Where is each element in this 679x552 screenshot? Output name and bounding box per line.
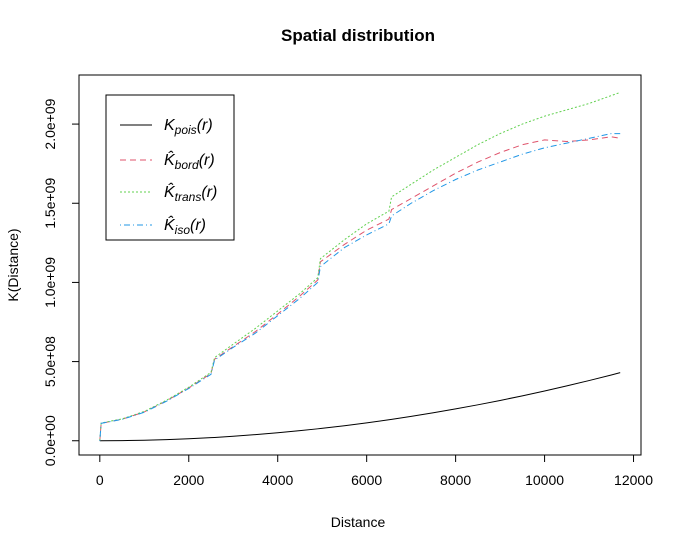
series-line <box>99 91 621 441</box>
y-tick-label: 2.0e+09 <box>42 98 58 149</box>
legend-label: K̂bord(r) <box>164 149 215 172</box>
x-tick-label: 10000 <box>525 472 564 488</box>
chart-title: Spatial distribution <box>281 26 435 45</box>
x-tick-label: 2000 <box>173 472 204 488</box>
x-tick-label: 8000 <box>440 472 471 488</box>
series-line <box>99 133 621 441</box>
y-tick-label: 0.0e+00 <box>42 415 58 466</box>
x-axis-label: Distance <box>331 514 386 530</box>
y-tick-label: 5.0e+08 <box>42 336 58 387</box>
legend-label: K̂trans(r) <box>164 181 217 204</box>
series-line <box>99 372 621 442</box>
x-tick-label: 12000 <box>614 472 653 488</box>
x-tick-label: 0 <box>96 472 104 488</box>
y-tick-label: 1.5e+09 <box>42 178 58 229</box>
legend-label: K̂iso(r) <box>164 214 206 237</box>
y-tick-label: 1.0e+09 <box>42 257 58 308</box>
legend-label: Kpois(r) <box>164 117 213 137</box>
x-tick-label: 4000 <box>262 472 293 488</box>
x-tick-label: 6000 <box>351 472 382 488</box>
legend-box <box>105 94 235 241</box>
y-axis-label: K(Distance) <box>5 228 21 301</box>
